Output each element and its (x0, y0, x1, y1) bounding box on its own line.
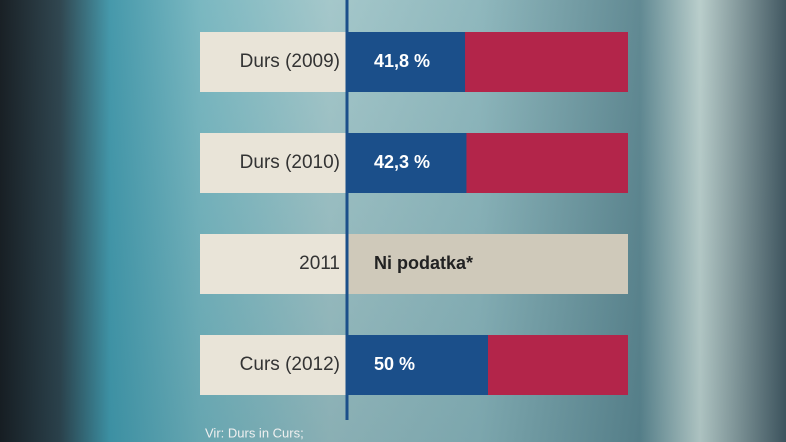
bar (348, 335, 488, 395)
category-label: 2011 (299, 253, 340, 274)
category-label: Durs (2009) (240, 51, 340, 72)
value-label: 42,3 % (374, 152, 430, 172)
bar (348, 133, 467, 193)
bar (348, 32, 466, 92)
source: Vir: Durs in Curs; (205, 425, 304, 440)
label-box (200, 234, 348, 294)
label-box (200, 133, 348, 193)
label-box (200, 335, 348, 395)
label-box (200, 32, 348, 92)
value-label: Ni podatka* (374, 253, 473, 273)
value-label: 50 % (374, 354, 415, 374)
no-data-box (348, 234, 628, 294)
category-label: Curs (2012) (240, 354, 340, 375)
category-label: Durs (2010) (240, 152, 340, 173)
value-label: 41,8 % (374, 51, 430, 71)
